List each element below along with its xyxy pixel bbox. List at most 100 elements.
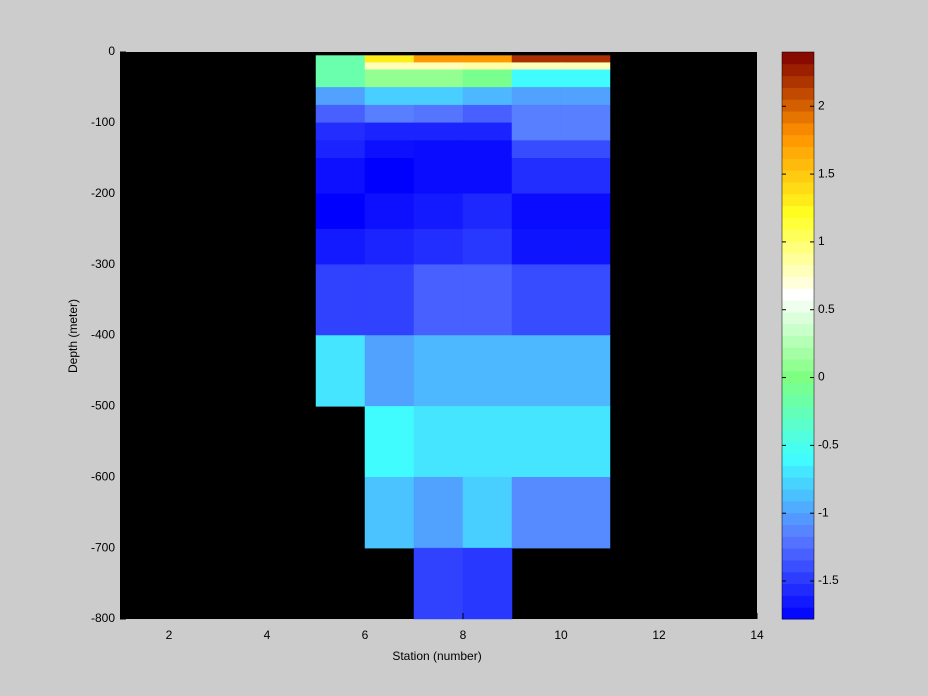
heatmap-cell xyxy=(364,193,415,230)
colorbar-tick-label: 1.5 xyxy=(818,166,835,180)
colorbar-step xyxy=(782,489,814,502)
colorbar-step xyxy=(782,418,814,431)
heatmap-cell xyxy=(511,158,562,194)
colorbar-step xyxy=(782,477,814,490)
heatmap-cell xyxy=(413,87,464,106)
heatmap-cell xyxy=(511,228,562,265)
colorbar-step xyxy=(782,111,814,124)
heatmap-cell xyxy=(511,62,562,70)
heatmap-cell xyxy=(413,228,464,265)
x-tick-label: 2 xyxy=(166,628,173,642)
colorbar-step xyxy=(782,453,814,466)
x-axis-label: Station (number) xyxy=(392,649,481,663)
colorbar-tick-label: 0.5 xyxy=(818,302,835,316)
heatmap-cell xyxy=(462,547,513,620)
heatmap-cell xyxy=(413,140,464,159)
heatmap-cell xyxy=(511,55,562,63)
x-tick-label: 10 xyxy=(554,628,568,642)
colorbar-tick-label: -0.5 xyxy=(818,438,839,452)
y-tick-label: -100 xyxy=(91,115,115,129)
heatmap-cell xyxy=(413,193,464,230)
colorbar-tick-label: 2 xyxy=(818,98,825,112)
colorbar-step xyxy=(782,63,814,77)
heatmap-cell xyxy=(364,158,415,194)
heatmap-cell xyxy=(413,477,464,549)
heatmap-cell xyxy=(462,264,513,336)
x-tick-label: 14 xyxy=(750,628,764,642)
x-tick-label: 8 xyxy=(460,628,467,642)
colorbar-step xyxy=(782,583,814,596)
heatmap-cell xyxy=(315,62,366,70)
colorbar-tick-label: 1 xyxy=(818,234,825,248)
heatmap-cell xyxy=(315,87,366,106)
heatmap-cell xyxy=(315,122,366,141)
heatmap-cell xyxy=(511,122,562,141)
heatmap-cell xyxy=(315,264,366,336)
y-tick-label: -800 xyxy=(91,611,115,625)
heatmap-cell xyxy=(560,104,611,124)
colorbar-step xyxy=(782,359,814,372)
colorbar-step xyxy=(782,500,814,514)
colorbar-step xyxy=(782,512,814,525)
colorbar-tick-label: -1 xyxy=(818,505,829,519)
heatmap-cell xyxy=(511,193,562,230)
heatmap-cell xyxy=(560,69,611,88)
heatmap-cell xyxy=(413,158,464,194)
colorbar-step xyxy=(782,548,814,561)
heatmap-cell xyxy=(511,87,562,106)
colorbar-step xyxy=(782,323,814,336)
colorbar-frame xyxy=(781,51,815,620)
y-tick-label: -200 xyxy=(91,186,115,200)
heatmap-cell xyxy=(315,193,366,230)
colorbar-step xyxy=(782,406,814,419)
heatmap-cell xyxy=(560,193,611,230)
colorbar-step xyxy=(782,229,814,242)
heatmap-cell xyxy=(511,69,562,88)
heatmap-cell xyxy=(560,406,611,478)
heatmap-cell xyxy=(560,87,611,106)
heatmap-cell xyxy=(462,193,513,230)
colorbar-step xyxy=(782,347,814,360)
heatmap-cell xyxy=(315,140,366,159)
heatmap-cell xyxy=(560,335,611,407)
heatmap-cell xyxy=(560,55,611,63)
colorbar-step xyxy=(782,288,814,301)
colorbar-step xyxy=(782,430,814,443)
colorbar-step xyxy=(782,134,814,147)
colorbar-step xyxy=(782,158,814,171)
heatmap-cell xyxy=(315,228,366,265)
colorbar-step xyxy=(782,181,814,195)
heatmap-cell xyxy=(413,335,464,407)
heatmap-cell xyxy=(364,62,415,70)
heatmap-cell xyxy=(462,104,513,124)
heatmap-cell xyxy=(462,228,513,265)
heatmap-cell xyxy=(462,62,513,70)
colorbar-step xyxy=(782,607,814,620)
heatmap-cell xyxy=(364,55,415,63)
colorbar-step xyxy=(782,536,814,549)
heatmap-cell xyxy=(364,477,415,549)
colorbar-step xyxy=(782,524,814,537)
x-tick-label: 6 xyxy=(362,628,369,642)
y-tick-label: -500 xyxy=(91,399,115,413)
colorbar-step xyxy=(782,394,814,407)
heatmap-cell xyxy=(413,55,464,63)
y-tick-label: -300 xyxy=(91,257,115,271)
heatmap-cell xyxy=(364,406,415,478)
heatmap-cell xyxy=(364,335,415,407)
heatmap-cell xyxy=(315,335,366,407)
colorbar-step xyxy=(782,595,814,608)
colorbar-step xyxy=(782,441,814,455)
heatmap-cell xyxy=(462,335,513,407)
colorbar-step xyxy=(782,335,814,348)
heatmap-cell xyxy=(462,140,513,159)
heatmap-cell xyxy=(364,104,415,124)
heatmap-cell xyxy=(413,122,464,141)
heatmap-cell xyxy=(560,122,611,141)
colorbar-step xyxy=(782,193,814,207)
colorbar-step xyxy=(782,205,814,218)
y-tick-label: 0 xyxy=(108,44,115,58)
colorbar-step xyxy=(782,241,814,254)
